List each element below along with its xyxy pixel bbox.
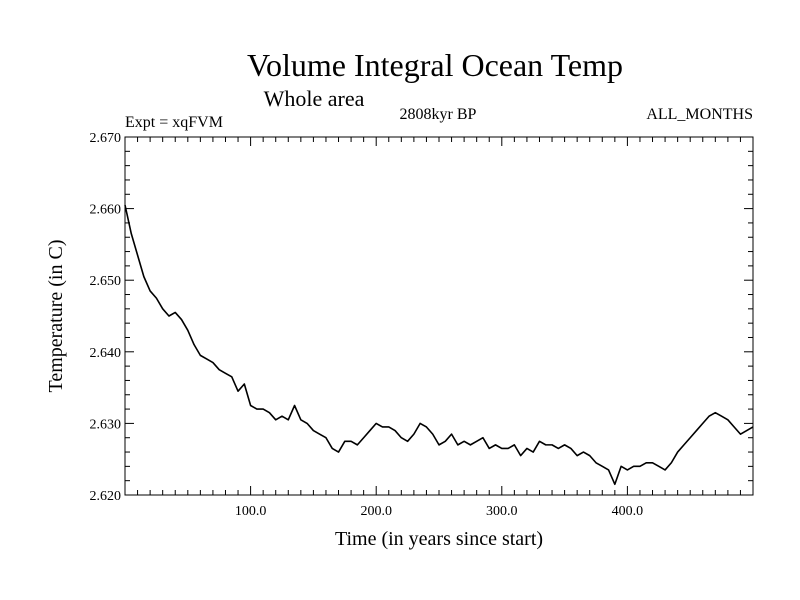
y-tick-label: 2.620 — [90, 489, 122, 504]
months-label: ALL_MONTHS — [646, 106, 753, 123]
y-axis-label: Temperature (in C) — [45, 240, 67, 393]
chart-subtitle: Whole area — [264, 86, 365, 111]
y-tick-label: 2.670 — [90, 131, 122, 146]
x-tick-label: 400.0 — [612, 504, 644, 519]
x-tick-label: 300.0 — [486, 504, 518, 519]
y-tick-label: 2.660 — [90, 203, 122, 218]
period-label: 2808kyr BP — [400, 106, 477, 123]
plot-area-frame — [124, 136, 754, 496]
y-tick-label: 2.630 — [90, 417, 122, 432]
chart-title: Volume Integral Ocean Temp — [247, 47, 623, 83]
x-tick-label: 100.0 — [235, 504, 267, 519]
y-tick-label: 2.640 — [90, 346, 122, 361]
x-axis-ticks: 100.0 200.0 300.0 400.0 — [137, 137, 741, 519]
x-axis-label: Time (in years since start) — [335, 528, 543, 550]
x-tick-label: 200.0 — [360, 504, 392, 519]
y-axis-ticks: 2.620 2.630 2.640 2.650 2.660 2.670 — [90, 131, 753, 504]
temperature-series-line — [124, 204, 754, 486]
experiment-label: Expt = xqFVM — [125, 114, 223, 131]
y-tick-label: 2.650 — [90, 274, 122, 289]
